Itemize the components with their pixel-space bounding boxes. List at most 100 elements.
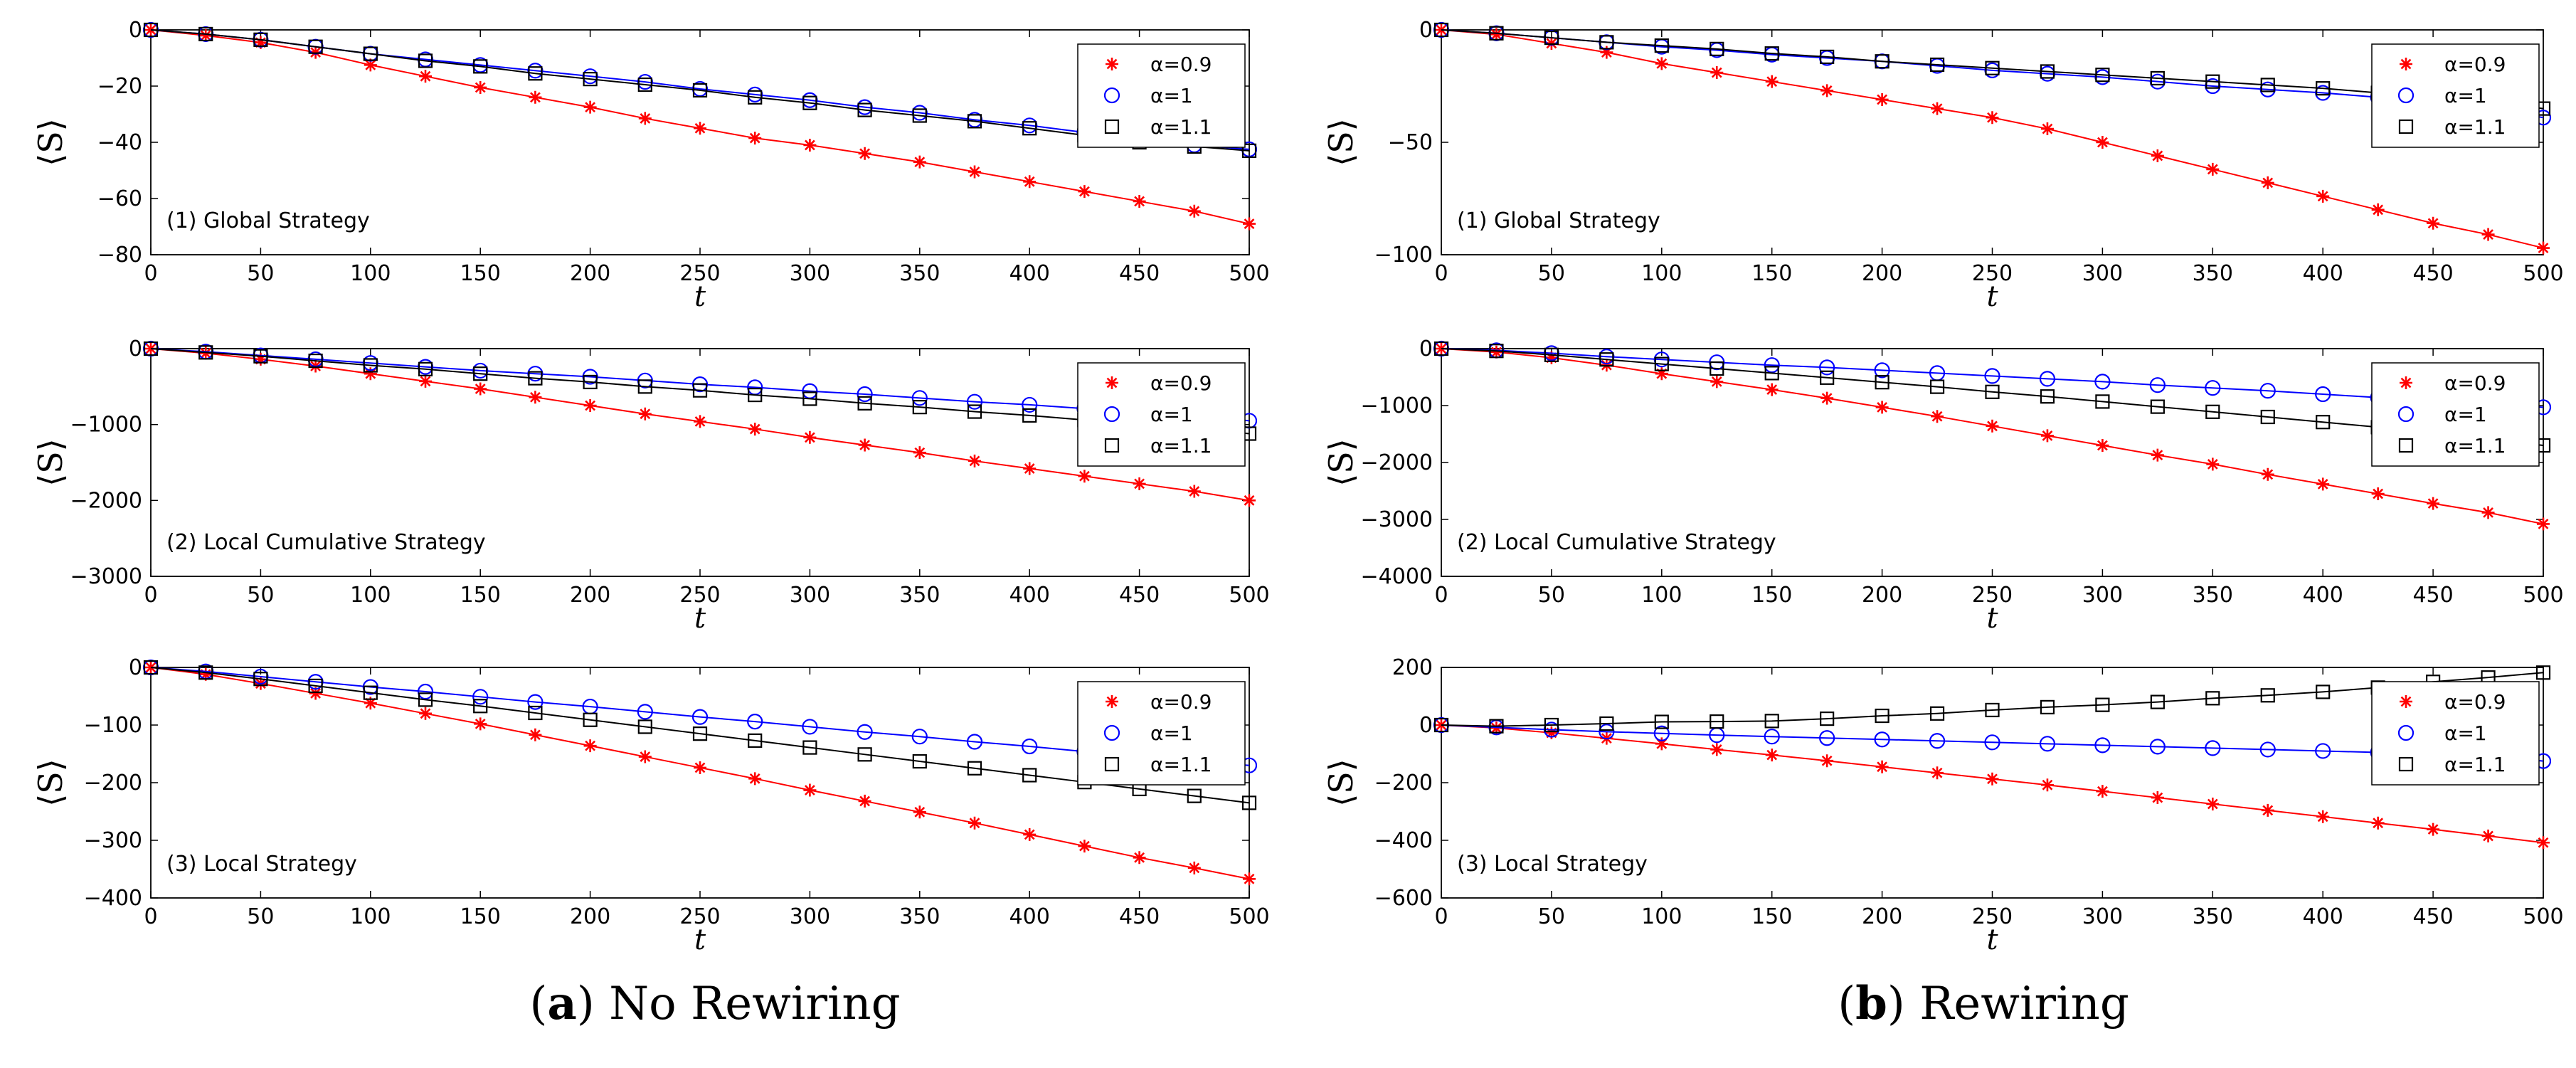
panel-a2-xtick-label: 100 bbox=[350, 583, 391, 608]
panel-a1-data-point bbox=[694, 122, 706, 135]
panel-a3-ylabel: ⟨S⟩ bbox=[31, 758, 70, 806]
panel-b3-xtick-label: 500 bbox=[2523, 904, 2563, 929]
panel-b3-data-point bbox=[1544, 717, 1559, 733]
panel-b2-data-point bbox=[2151, 448, 2164, 462]
panel-a2-data-point bbox=[803, 430, 817, 444]
panel-a3-legend-label: α=0.9 bbox=[1150, 690, 1212, 714]
panel-b2-data-point bbox=[2039, 371, 2056, 387]
panel-b2-data-point bbox=[1599, 352, 1614, 367]
panel-b1-data-point bbox=[1710, 66, 1724, 80]
panel-b3-legend-marker bbox=[2400, 695, 2412, 708]
panel-b2-data-point bbox=[2481, 506, 2495, 519]
panel-a1-xtick-label: 500 bbox=[1229, 261, 1269, 286]
panel-b3-data-point bbox=[1433, 717, 1449, 733]
panel-a1-data-point bbox=[528, 66, 543, 81]
panel-a2-xtick-label: 250 bbox=[679, 583, 720, 608]
panel-a3-xtick-label: 50 bbox=[247, 904, 274, 929]
panel-a2-data-point bbox=[308, 353, 323, 369]
panel-a2-legend-label: α=1 bbox=[1150, 403, 1193, 426]
panel-a1-ytick-label: 0 bbox=[129, 18, 142, 43]
panel-a3-data-point bbox=[474, 717, 487, 731]
panel-b2-xtick-label: 50 bbox=[1538, 583, 1565, 608]
panel-a3-xtick-label: 100 bbox=[350, 904, 391, 929]
panel-b3-data-point bbox=[1929, 706, 1945, 721]
panel-a1-data-point bbox=[1241, 143, 1257, 158]
panel-b1-xtick-label: 450 bbox=[2412, 261, 2453, 286]
panel-b2-data-point bbox=[2371, 487, 2385, 500]
panel-a2-xtick-label: 200 bbox=[570, 583, 610, 608]
panel-b1-xtick-label: 150 bbox=[1751, 261, 1792, 286]
panel-a3-data-point bbox=[748, 733, 763, 748]
panel-a1-legend-marker bbox=[1104, 119, 1120, 134]
panel-a3-data-point bbox=[363, 685, 378, 700]
panel-b2-data-point bbox=[2095, 394, 2110, 409]
panel-a3-series-line bbox=[150, 667, 1250, 766]
panel-b3-data-point bbox=[1599, 716, 1614, 731]
panel-a3-data-point bbox=[747, 714, 763, 730]
panel-b2-xtick-label: 0 bbox=[1434, 583, 1448, 608]
panel-a3-data-point bbox=[802, 719, 818, 735]
panel-a3-xtick-label: 300 bbox=[790, 904, 830, 929]
panel-a3-data-point bbox=[1241, 795, 1257, 810]
panel-a3-ytick-label: −200 bbox=[84, 771, 142, 795]
panel-a3-data-point bbox=[748, 772, 762, 786]
panel-b1-series-line bbox=[1441, 29, 2544, 110]
panel-a3-data-point bbox=[308, 678, 323, 694]
panel-b2-data-point bbox=[2096, 439, 2109, 452]
panel-b1-legend-marker bbox=[2400, 58, 2412, 70]
panel-a3-data-point bbox=[418, 692, 433, 707]
panel-b3-data-point bbox=[2040, 778, 2054, 792]
panel-b1-data-point bbox=[2316, 189, 2330, 203]
panel-a3-legend: α=0.9 α=1 α=1.1 bbox=[1077, 681, 1246, 786]
panel-a1-data-point bbox=[913, 155, 926, 169]
panel-a2-legend-marker bbox=[1106, 376, 1118, 389]
panel-a1-xtick-label: 50 bbox=[247, 261, 274, 286]
panel-a1-data-point bbox=[748, 132, 762, 145]
panel-a2-xtick-label: 450 bbox=[1119, 583, 1160, 608]
panel-b3-series-line bbox=[1441, 672, 2544, 727]
panel-b1-data-point bbox=[2537, 241, 2550, 255]
panel-a2-data-point bbox=[143, 341, 159, 356]
panel-a3-xtick-label: 200 bbox=[570, 904, 610, 929]
panel-b1-legend-label: α=1.1 bbox=[2444, 115, 2506, 139]
panel-b3-legend-marker bbox=[2397, 724, 2415, 741]
panel-a2-data-point bbox=[638, 407, 652, 421]
panel-a1-data-point bbox=[803, 138, 817, 152]
panel-b2-xtick-label: 350 bbox=[2193, 583, 2233, 608]
panel-b2-data-point bbox=[2259, 383, 2276, 399]
panel-b2-legend-label: α=1.1 bbox=[2444, 434, 2506, 458]
panel-a1-ytick-label: −60 bbox=[97, 186, 142, 211]
panel-b3-xtick-label: 250 bbox=[1972, 904, 2013, 929]
panel-b3-data-point bbox=[2481, 829, 2495, 842]
panel-b2-data-point bbox=[1931, 410, 1944, 423]
panel-a3-data-point bbox=[911, 729, 928, 745]
panel-b1-data-point bbox=[2260, 78, 2275, 92]
panel-a3: 0 50 100 150 200 250 300 350 400 450 500 0 −100 −200 −… bbox=[31, 655, 1270, 956]
panel-a3-data-point bbox=[143, 660, 159, 675]
panel-b2-data-point bbox=[1820, 370, 1835, 385]
panel-a1-xtick-label: 0 bbox=[144, 261, 157, 286]
panel-a2-data-point bbox=[418, 361, 433, 376]
panel-a2-series-line bbox=[150, 348, 1250, 435]
panel-a2-legend-marker bbox=[1104, 438, 1120, 453]
panel-a2-xtick-label: 350 bbox=[899, 583, 940, 608]
panel-a3-ytick-label: −400 bbox=[84, 886, 142, 911]
panel-b1-data-point bbox=[1655, 57, 1668, 70]
panel-b2-data-point bbox=[1875, 375, 1889, 390]
panel-b3-xtick-label: 400 bbox=[2303, 904, 2343, 929]
panel-b1-data-point bbox=[1489, 26, 1504, 41]
panel-a3-data-point bbox=[1022, 768, 1037, 783]
panel-a3-data-point bbox=[419, 707, 432, 720]
panel-a3-legend-label: α=1.1 bbox=[1150, 753, 1212, 776]
panel-a2-data-point bbox=[637, 379, 652, 394]
panel-b1-data-point bbox=[1544, 36, 1558, 50]
panel-b2-data-point bbox=[2040, 389, 2055, 404]
panel-b1-xtick-label: 100 bbox=[1641, 261, 1682, 286]
panel-b3-ytick-label: 0 bbox=[1419, 713, 1433, 738]
panel-a2-data-point bbox=[364, 367, 377, 381]
panel-b2-data-point bbox=[1984, 368, 2000, 384]
panel-a1-data-point bbox=[967, 114, 982, 129]
panel-b1-data-point bbox=[2095, 68, 2110, 83]
panel-a2-data-point bbox=[857, 396, 872, 411]
